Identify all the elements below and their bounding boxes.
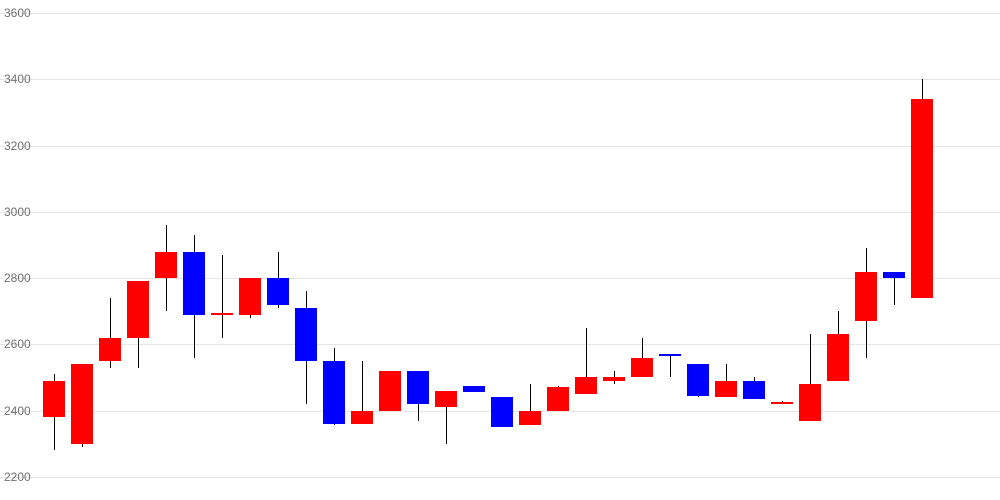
candle-body xyxy=(127,281,149,337)
candle-body xyxy=(771,402,793,404)
candle-body xyxy=(211,313,233,315)
candle-body xyxy=(547,387,569,410)
y-axis-label: 3000 xyxy=(4,205,31,219)
candle-body xyxy=(827,334,849,380)
candle-body xyxy=(883,272,905,279)
candle-body xyxy=(379,371,401,411)
candle-body xyxy=(295,308,317,361)
y-axis-label: 2400 xyxy=(4,404,31,418)
candle-body xyxy=(659,354,681,356)
gridline xyxy=(0,477,1000,478)
candle-body xyxy=(43,381,65,417)
candle-body xyxy=(239,278,261,314)
candlestick-chart: 2200 2400 2600 2800 3000 3200 3400 3600 xyxy=(0,0,1000,500)
candle-body xyxy=(631,358,653,378)
gridline xyxy=(0,146,1000,147)
candle-body xyxy=(603,377,625,380)
y-axis-label: 3400 xyxy=(4,72,31,86)
candle-body xyxy=(799,384,821,420)
candle-body xyxy=(687,364,709,395)
y-axis-label: 2600 xyxy=(4,337,31,351)
candle-body xyxy=(351,411,373,424)
y-axis-label: 3600 xyxy=(4,6,31,20)
gridline xyxy=(0,13,1000,14)
candle-body xyxy=(71,364,93,443)
candle-body xyxy=(463,386,485,393)
y-axis-label: 2800 xyxy=(4,271,31,285)
candle-wick xyxy=(222,255,223,338)
candle-body xyxy=(267,278,289,304)
candle-body xyxy=(911,99,933,298)
candle-body xyxy=(435,391,457,408)
candle-body xyxy=(491,397,513,427)
candle-body xyxy=(575,377,597,394)
candle-body xyxy=(155,252,177,278)
candle-body xyxy=(715,381,737,398)
gridline xyxy=(0,278,1000,279)
y-axis-label: 2200 xyxy=(4,470,31,484)
candle-body xyxy=(519,411,541,426)
y-axis-label: 3200 xyxy=(4,139,31,153)
gridline xyxy=(0,79,1000,80)
candle-body xyxy=(743,381,765,399)
candle-body xyxy=(855,272,877,322)
candle-body xyxy=(99,338,121,361)
gridline xyxy=(0,344,1000,345)
candle-body xyxy=(323,361,345,424)
candle-body xyxy=(407,371,429,404)
gridline xyxy=(0,212,1000,213)
candle-wick xyxy=(670,354,671,377)
candle-body xyxy=(183,252,205,315)
